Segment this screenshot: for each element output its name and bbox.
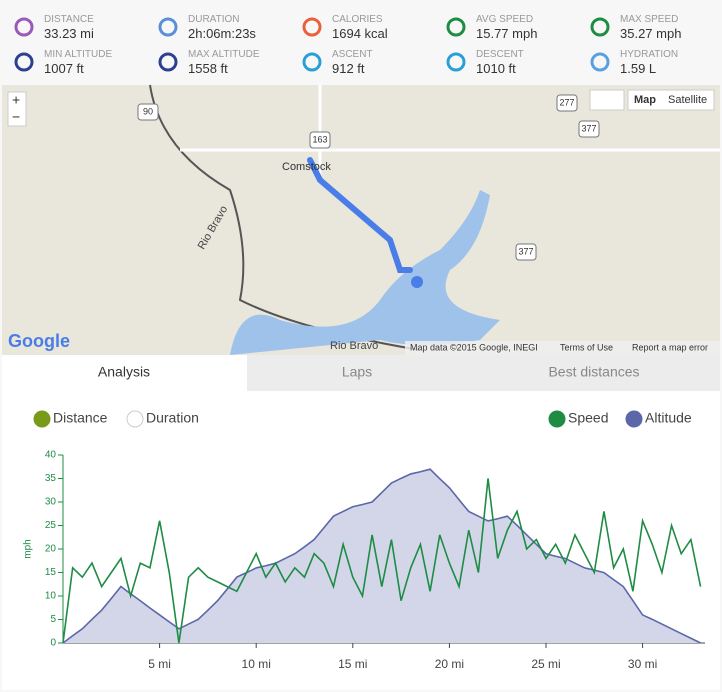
terms-link[interactable]: Terms of Use [560, 342, 613, 352]
y-tick-label: 10 [45, 591, 57, 602]
tab[interactable]: Laps [342, 364, 372, 380]
y-tick-label: 15 [45, 567, 57, 578]
y-tick-label: 20 [45, 544, 57, 555]
stat-icon [590, 52, 610, 72]
road-shield [309, 131, 331, 149]
river-label: Rio Bravo [330, 340, 378, 352]
zoom-out[interactable]: − [12, 109, 20, 125]
y-tick-label: 30 [45, 497, 57, 508]
lake [230, 190, 500, 355]
stat-icon [446, 17, 466, 37]
stat-icon [302, 52, 322, 72]
y-axis-label: mph [23, 539, 34, 558]
x-tick-label: 30 mi [628, 657, 657, 671]
attribution-bar [405, 341, 720, 355]
stat-value: 912 ft [332, 61, 365, 76]
satellite-button[interactable]: Satellite [668, 94, 707, 106]
stat-label: CALORIES [332, 14, 383, 25]
stat-value: 2h:06m:23s [188, 26, 256, 41]
stat-icon [590, 17, 610, 37]
toggle-check[interactable] [33, 410, 51, 428]
speed-line [62, 478, 702, 644]
road-number: 377 [581, 123, 596, 133]
road-number: 277 [559, 97, 574, 107]
y-tick-label: 5 [50, 614, 56, 625]
road-number: 90 [143, 106, 153, 116]
zoom-control[interactable] [7, 91, 27, 127]
stat-icon [14, 52, 34, 72]
toggle-label[interactable]: Altitude [645, 410, 692, 426]
toggle-check[interactable] [548, 410, 566, 428]
stat-value: 33.23 mi [44, 26, 94, 41]
stat-icon [14, 17, 34, 37]
stat-label: MIN ALTITUDE [44, 49, 113, 60]
google-logo: Google [8, 331, 70, 351]
road-shield [515, 243, 537, 261]
y-tick-label: 0 [50, 638, 56, 649]
stat-icon [158, 52, 178, 72]
stat-label: MAX SPEED [620, 14, 679, 25]
pin [411, 276, 423, 288]
toggle-label[interactable]: Distance [53, 410, 108, 426]
stat-value: 1.59 L [620, 61, 657, 76]
stat-label: AVG SPEED [476, 14, 534, 25]
tab[interactable]: Analysis [98, 364, 150, 380]
toggle-check[interactable] [126, 410, 144, 428]
road-number: 163 [312, 134, 327, 144]
y-tick-label: 35 [45, 473, 57, 484]
stat-icon [446, 52, 466, 72]
stat-value: 1007 ft [44, 61, 84, 76]
stat-icon [302, 17, 322, 37]
fullscreen[interactable] [589, 89, 625, 111]
stat-label: DISTANCE [44, 14, 94, 25]
map[interactable] [2, 85, 720, 355]
toggle-label[interactable]: Speed [568, 410, 608, 426]
x-tick-label: 10 mi [242, 657, 271, 671]
tab-active[interactable] [2, 355, 247, 391]
y-tick-label: 40 [45, 450, 57, 461]
stat-value: 1010 ft [476, 61, 516, 76]
stat-label: HYDRATION [620, 49, 679, 60]
x-tick-label: 5 mi [148, 657, 171, 671]
stat-icon [158, 17, 178, 37]
stat-label: MAX ALTITUDE [188, 49, 260, 60]
attribution: Map data ©2015 Google, INEGI [410, 342, 538, 352]
toggle-label[interactable]: Duration [146, 410, 199, 426]
altitude-area [63, 469, 701, 643]
stat-label: DESCENT [476, 49, 524, 60]
toggle-check[interactable] [625, 410, 643, 428]
route [307, 157, 413, 273]
stat-value: 15.77 mph [476, 26, 538, 41]
road-number: 377 [518, 246, 533, 256]
stat-label: DURATION [188, 14, 240, 25]
tab[interactable]: Best distances [548, 364, 639, 380]
y-tick-label: 25 [45, 520, 57, 531]
map-button[interactable]: Map [634, 94, 656, 106]
x-tick-label: 25 mi [531, 657, 560, 671]
stat-value: 1558 ft [188, 61, 228, 76]
road-shield [556, 94, 578, 112]
road-shield [578, 120, 600, 138]
tab-bg[interactable] [247, 355, 720, 391]
road-shield [137, 103, 159, 121]
stat-value: 1694 kcal [332, 26, 388, 41]
x-tick-label: 15 mi [338, 657, 367, 671]
town-label: Comstock [282, 161, 331, 173]
stat-label: ASCENT [332, 49, 373, 60]
map-type[interactable] [627, 89, 715, 111]
stat-value: 35.27 mph [620, 26, 682, 41]
report-link[interactable]: Report a map error [632, 342, 708, 352]
x-tick-label: 20 mi [435, 657, 464, 671]
zoom-in[interactable]: + [12, 92, 20, 108]
